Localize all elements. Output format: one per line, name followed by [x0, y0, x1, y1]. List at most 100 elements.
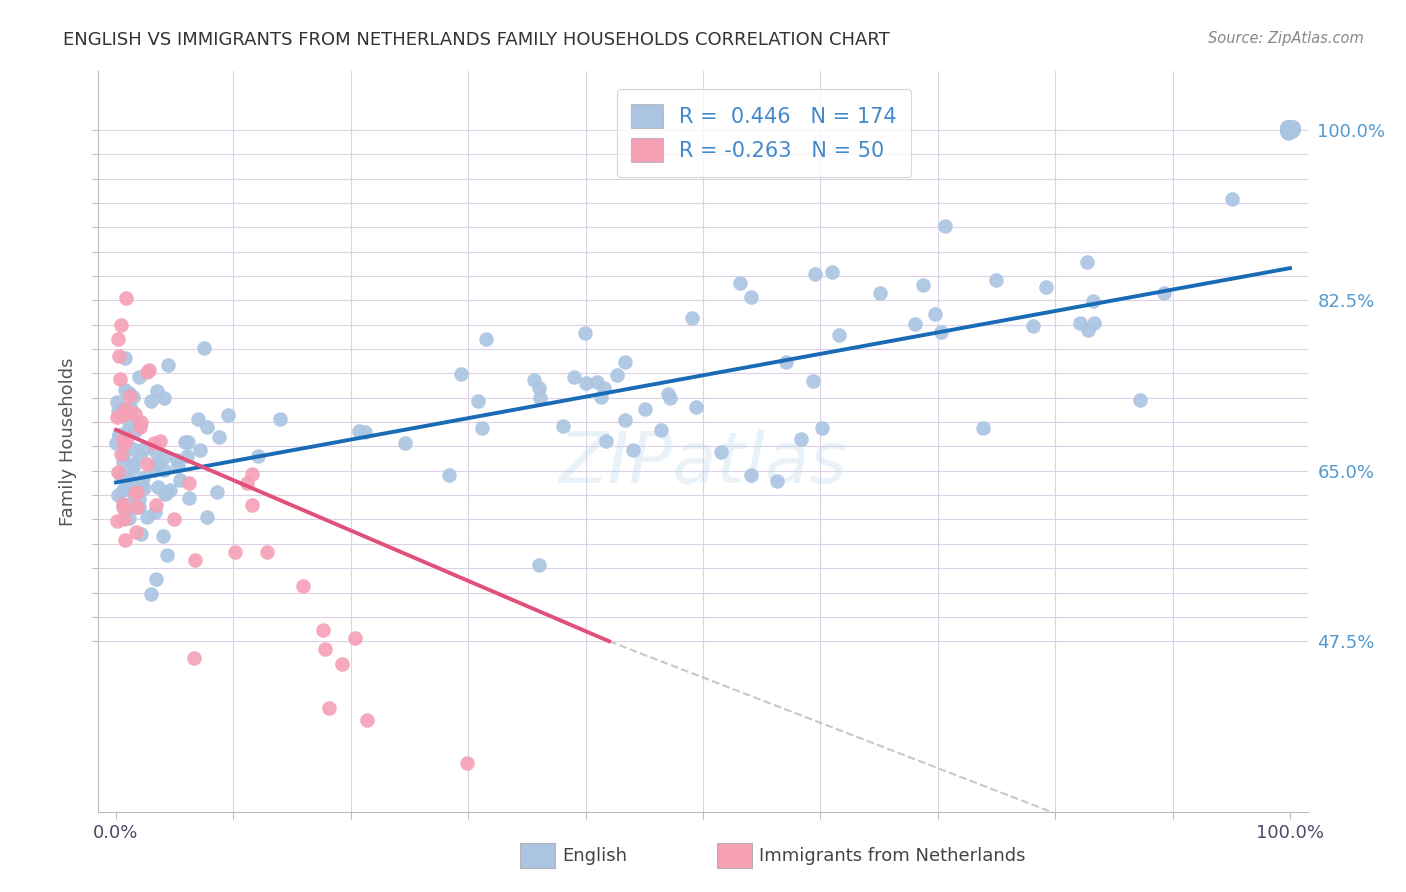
Point — [972, 421, 994, 435]
Point — [124, 424, 146, 438]
Point — [1275, 123, 1298, 137]
Point — [634, 402, 657, 417]
Point — [110, 447, 132, 461]
Point — [114, 351, 136, 365]
Point — [821, 265, 844, 279]
Point — [142, 435, 165, 450]
Point — [110, 318, 132, 332]
Point — [166, 452, 188, 467]
Y-axis label: Family Households: Family Households — [59, 358, 77, 525]
Point — [157, 358, 180, 372]
Point — [138, 363, 160, 377]
Point — [174, 434, 197, 449]
Point — [1083, 316, 1105, 330]
Point — [1275, 120, 1298, 134]
Point — [208, 429, 231, 443]
Point — [1279, 124, 1302, 138]
Point — [236, 475, 259, 490]
Point — [1279, 120, 1302, 135]
Point — [256, 545, 278, 559]
Point — [475, 332, 498, 346]
Point — [112, 455, 135, 469]
Point — [128, 420, 150, 434]
Point — [129, 415, 152, 429]
Text: Source: ZipAtlas.com: Source: ZipAtlas.com — [1208, 31, 1364, 46]
Point — [318, 700, 340, 714]
Point — [112, 448, 135, 462]
Point — [551, 418, 574, 433]
Point — [121, 390, 143, 404]
Point — [1281, 121, 1303, 136]
Point — [1277, 120, 1299, 134]
Point — [114, 383, 136, 397]
Point — [145, 498, 167, 512]
Point — [529, 558, 551, 572]
Point — [827, 328, 849, 343]
Point — [125, 525, 148, 540]
Point — [108, 428, 131, 442]
Point — [162, 512, 184, 526]
Point — [1281, 123, 1303, 137]
Point — [1281, 121, 1303, 136]
Point — [118, 500, 141, 515]
Point — [217, 408, 239, 422]
Point — [523, 373, 546, 387]
Point — [112, 497, 135, 511]
Point — [143, 505, 166, 519]
Point — [153, 487, 176, 501]
Point — [801, 374, 824, 388]
Point — [1281, 120, 1303, 134]
Point — [804, 268, 827, 282]
Point — [1076, 322, 1098, 336]
Point — [740, 468, 762, 483]
Point — [146, 457, 169, 471]
Point — [132, 471, 155, 485]
Point — [195, 509, 218, 524]
Point — [112, 437, 135, 451]
Point — [1279, 121, 1302, 136]
Point — [107, 488, 129, 502]
Point — [112, 512, 135, 526]
Point — [155, 485, 177, 500]
Point — [152, 529, 174, 543]
Point — [912, 277, 935, 292]
Point — [606, 368, 628, 382]
Point — [471, 421, 494, 435]
Point — [124, 483, 146, 497]
Point — [1275, 121, 1298, 136]
Text: English: English — [562, 847, 627, 865]
Point — [1277, 120, 1299, 135]
Point — [187, 412, 209, 426]
Point — [467, 394, 489, 409]
Point — [111, 483, 134, 497]
Point — [1220, 192, 1243, 206]
Point — [291, 579, 314, 593]
Point — [122, 487, 145, 501]
Point — [152, 463, 174, 477]
Point — [118, 472, 141, 486]
Point — [613, 413, 636, 427]
Point — [135, 457, 157, 471]
Point — [107, 394, 129, 409]
Point — [159, 483, 181, 497]
Point — [114, 481, 136, 495]
Point — [314, 642, 336, 657]
Point — [167, 458, 190, 473]
Point — [143, 443, 166, 458]
Point — [146, 480, 169, 494]
Point — [146, 456, 169, 470]
Point — [122, 461, 145, 475]
Point — [120, 401, 142, 416]
Point — [105, 410, 128, 425]
Point — [730, 277, 752, 291]
Point — [135, 365, 157, 379]
Point — [1035, 279, 1057, 293]
Point — [128, 500, 150, 514]
Point — [924, 308, 946, 322]
Point — [128, 478, 150, 492]
Point — [124, 407, 146, 421]
Point — [929, 325, 952, 339]
Point — [107, 404, 129, 418]
Point — [529, 381, 551, 395]
Point — [595, 434, 617, 448]
